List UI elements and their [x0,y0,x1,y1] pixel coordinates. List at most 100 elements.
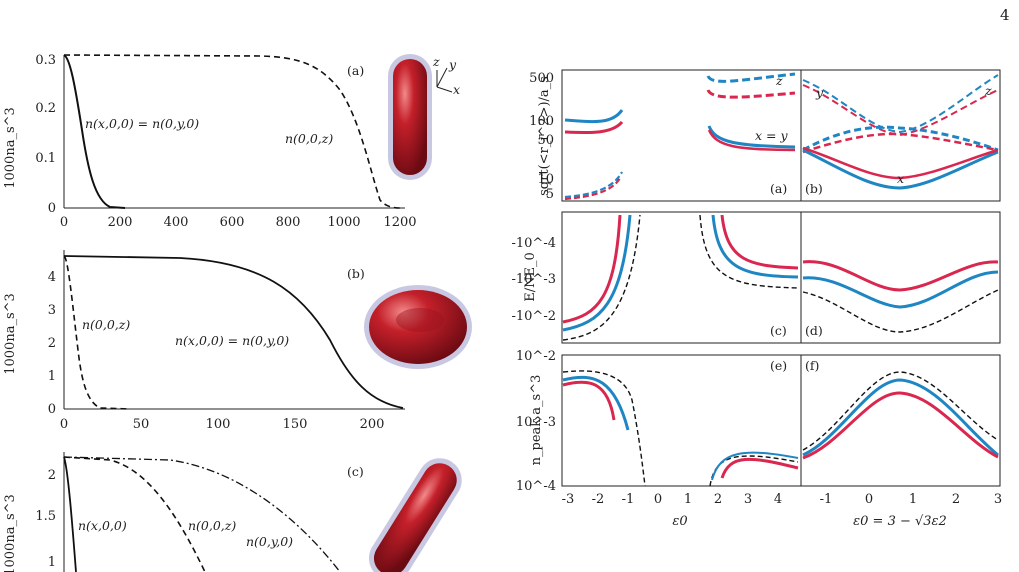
ra-red-right-lower [707,129,796,152]
lc-yt-2: 2 [48,468,56,483]
ra-blue-left-low [564,171,623,199]
rb-label-x: x [897,171,904,186]
xtr-1: 0 [865,492,873,507]
lb-yt-1: 1 [48,369,56,384]
page-number: 4 [1000,6,1010,24]
lb-xt-4: 200 [360,417,385,432]
left-c-curve-label-1: n(x,0,0) [78,518,127,533]
left-a-curve-solid [63,54,126,209]
right-row2-ylabel: E/NE_0 [523,252,538,302]
left-c-ylabel: 1000na_s^3 [3,494,18,572]
la-xt-2: 400 [164,215,189,230]
rf-red [802,391,999,460]
ra-blue-right-upper [706,72,796,83]
xtl-5: 2 [714,492,722,507]
rf-blue [802,378,999,457]
lb-yt-4: 4 [48,270,56,285]
xtl-1: -2 [592,492,605,507]
left-c-curve-label-2: n(0,0,z) [188,518,236,533]
xtl-0: -3 [562,492,575,507]
lb-xt-1: 50 [133,417,150,432]
rb-red-dashed-mid [802,132,999,154]
r3-ytick-1e-4: 10^-4 [516,479,556,494]
r1-ytick-500: 500 [529,71,554,86]
left-b-curve-dashed [63,255,131,410]
left-a-panel-label: (a) [347,63,364,78]
xtr-2: 1 [909,492,917,507]
drop-c-body [373,463,457,572]
rb-label-z: z [984,83,992,98]
right-panel-label-e: (e) [770,358,787,373]
lb-yt-3: 3 [48,303,56,318]
r1-ytick-50: 50 [537,133,554,148]
rc-black-right [699,214,799,289]
right-panel-label-d: (d) [805,323,823,338]
re-black-left [562,370,646,487]
xtl-6: 3 [744,492,752,507]
left-a-curve-label-1: n(x,0,0) = n(0,y,0) [85,116,199,131]
right-grid: sqrt(<r_i^2>)/a_s E/NE_0 n_peak a_s^3 50… [512,69,1002,529]
left-c-curve-dashed [63,456,206,572]
xtl-2: -1 [622,492,635,507]
right-xlabel-left: ε0 [672,514,687,529]
re-red-left [562,380,616,421]
rf-black [802,371,999,451]
rb-blue-dashed-up [802,74,999,134]
left-panel-c: (c) n(x,0,0) n(0,0,z) n(0,y,0) 1000na_s^… [3,452,462,572]
r3-ytick-1e-2: 10^-2 [516,349,556,364]
axis-y-line [436,67,448,88]
r2-ytick-1e-2: -10^-2 [512,309,557,324]
lc-yt-1: 1.5 [35,509,56,524]
rc-blue-right [711,214,799,279]
left-b-curve-label-1: n(0,0,z) [82,317,130,332]
xtr-3: 2 [952,492,960,507]
rb-blue-solid [802,148,999,190]
left-b-panel-label: (b) [347,266,365,281]
rb-label-y: y [815,85,824,100]
left-c-curve-label-3: n(0,y,0) [246,534,293,549]
rc-red-right [720,214,799,270]
left-b-curve-solid [63,255,404,409]
la-xt-6: 1200 [383,215,416,230]
la-xt-4: 800 [276,215,301,230]
ra-red-left-low [564,177,621,201]
left-c-curve-solid [63,456,77,572]
right-row1-ylabel: sqrt(<r_i^2>)/a_s [537,76,552,196]
lb-yt-0: 0 [48,402,56,417]
re-blue-left [562,375,630,431]
r1-ytick-5: 5 [546,187,554,202]
lb-xt-3: 150 [283,417,308,432]
left-panel-b: (b) n(0,0,z) n(x,0,0) = n(0,y,0) 1000na_… [3,250,472,410]
rc-black-left [562,214,641,341]
lb-yt-2: 2 [48,336,56,351]
drop-a-body [393,59,427,175]
right-row3-ylabel: n_peak a_s^3 [529,375,544,466]
re-red-right [720,457,799,479]
drop-b-dimple [396,308,444,332]
lb-xt-0: 0 [60,417,68,432]
r2-ytick-1e-4: -10^-4 [512,236,557,251]
la-yt-1: 0.1 [35,151,56,166]
xtl-7: 4 [774,492,782,507]
right-xticks-left: -3 -2 -1 0 1 2 3 4 [562,492,782,507]
lc-yt-0: 1 [48,555,56,570]
ra-red-left [564,120,624,135]
r2-ytick-1e-3: -10^-3 [512,272,557,287]
ra-blue-left [564,109,624,124]
axis-z-label: z [432,54,440,69]
axis-x-label: x [453,82,460,97]
rb-red-dashed-up [802,84,999,137]
left-c-curve-dashdot [63,456,341,572]
axis-y-label: y [448,57,457,72]
xtr-0: -1 [820,492,833,507]
la-xt-0: 0 [60,215,68,230]
left-a-curve-label-2: n(0,0,z) [285,131,333,146]
right-panel-label-b: (b) [805,181,823,196]
left-b-ylabel: 1000na_s^3 [3,293,18,375]
r1-ytick-100: 100 [529,114,554,129]
ra-red-right-upper [706,89,796,99]
right-panel-label-a: (a) [770,181,787,196]
left-panel-a: (a) n(x,0,0) = n(0,y,0) n(0,0,z) 1000na_… [3,54,460,209]
